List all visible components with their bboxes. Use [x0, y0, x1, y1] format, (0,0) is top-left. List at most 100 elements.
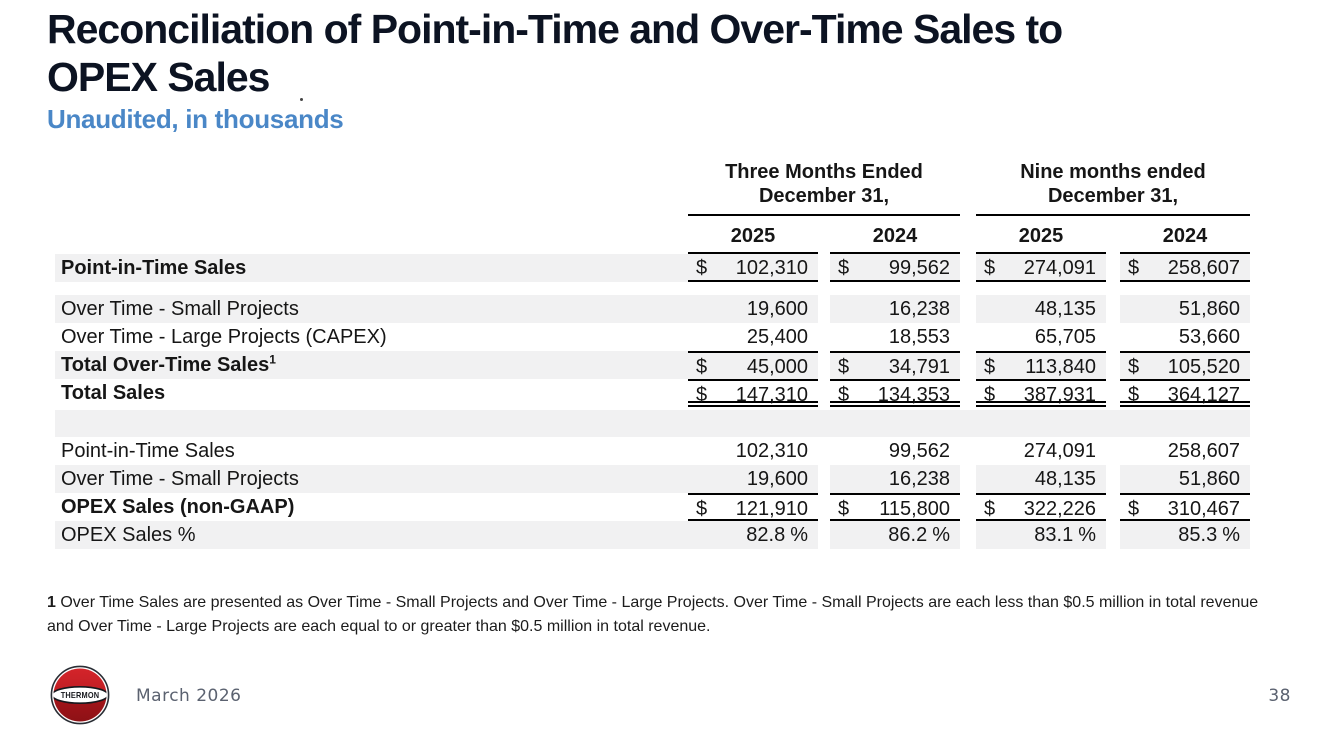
footnote-text: Over Time Sales are presented as Over Ti…: [47, 594, 1259, 635]
page-subtitle: Unaudited, in thousands: [47, 104, 344, 134]
table-row: OPEX Sales % 82.8% 86.2% 83.1% 85.3%: [55, 520, 1250, 549]
row-label-text: Point-in-Time Sales: [61, 439, 235, 462]
reconciliation-table: Three Months Ended December 31, Nine mon…: [55, 160, 1250, 549]
value-cell: 65,705: [976, 323, 1106, 351]
cell-value: 45,000: [746, 355, 808, 378]
dollar-sign: $: [696, 355, 708, 378]
cell-value: 25,400: [746, 325, 808, 348]
value-cell: $115,800: [830, 492, 960, 521]
group-label-line: Nine months ended: [1020, 161, 1206, 183]
value-cell: $134,353: [830, 378, 960, 407]
footnote-reference: 1: [269, 352, 276, 367]
value-cell: 85.3%: [1120, 520, 1250, 549]
cell-value: 258,607: [1167, 439, 1240, 462]
table-row: Total Sales $147,310 $134,353 $387,931 $364,…: [55, 378, 1250, 407]
cell-value: 18,553: [888, 325, 950, 348]
cell-value: 322,226: [1023, 497, 1096, 520]
dollar-sign: $: [838, 256, 850, 279]
value-cell: 51,860: [1120, 464, 1250, 493]
dollar-sign: $: [696, 497, 708, 520]
table-row: Total Over-Time Sales1 $45,000 $34,791 $113…: [55, 350, 1250, 379]
dollar-sign: $: [1128, 256, 1140, 279]
row-label: Over Time - Small Projects: [55, 294, 688, 323]
cell-value: 134,353: [877, 383, 950, 406]
header-spacer: [55, 160, 688, 216]
row-label: Point-in-Time Sales: [55, 253, 688, 282]
group-label-line: December 31,: [758, 185, 890, 208]
cell-value: 48,135: [1034, 467, 1096, 490]
value-cell: 16,238: [830, 464, 960, 493]
value-cell: $387,931: [976, 378, 1106, 407]
dollar-sign: $: [984, 355, 996, 378]
cell-value: 65,705: [1034, 325, 1096, 348]
cell-value: 274,091: [1023, 439, 1096, 462]
dollar-sign: $: [1128, 355, 1140, 378]
table-body: Point-in-Time Sales $102,310 $99,562 $274,0…: [55, 253, 1250, 549]
cell-value: 274,091: [1023, 256, 1096, 279]
value-cell: 86.2%: [830, 520, 960, 549]
cell-value: 51,860: [1178, 467, 1240, 490]
row-label-text: Total Over-Time Sales: [61, 353, 270, 376]
cell-value: 102,310: [735, 439, 808, 462]
dollar-sign: $: [984, 497, 996, 520]
cell-value: 19,600: [746, 297, 808, 320]
cell-value: 113,840: [1025, 355, 1096, 378]
row-label-text: Total Sales: [61, 381, 166, 404]
table-row: Over Time - Small Projects 19,600 16,238 48…: [55, 464, 1250, 493]
cell-value: 16,238: [888, 297, 950, 320]
group-label-line: Three Months Ended: [725, 161, 923, 183]
row-label-text: Over Time - Small Projects: [61, 297, 299, 320]
percent-sign: %: [1078, 523, 1096, 546]
cell-value: 105,520: [1167, 355, 1240, 378]
percent-sign: %: [790, 523, 808, 546]
value-cell: $102,310: [688, 253, 818, 282]
value-cell: 274,091: [976, 437, 1106, 465]
value-cell: 19,600: [688, 464, 818, 493]
value-cell: $258,607: [1120, 253, 1250, 282]
row-label: OPEX Sales (non-GAAP): [55, 493, 688, 521]
group-label-line: December 31,: [1047, 185, 1179, 208]
dollar-sign: $: [838, 355, 850, 378]
row-label: Over Time - Large Projects (CAPEX): [55, 323, 688, 351]
value-cell: 83.1%: [976, 520, 1106, 549]
percent-sign: %: [932, 523, 950, 546]
cell-value: 51,860: [1178, 297, 1240, 320]
year-header-2024: 2024: [1120, 222, 1250, 254]
cell-value: 86.2: [888, 523, 928, 546]
year-header-2025: 2025: [976, 222, 1106, 254]
page-title: Reconciliation of Point-in-Time and Over…: [47, 6, 1307, 102]
dollar-sign: $: [1128, 497, 1140, 520]
cell-value: 16,238: [888, 467, 950, 490]
year-row-spacer: [55, 222, 688, 254]
column-group-three-months: Three Months Ended December 31,: [688, 160, 960, 216]
value-cell: 48,135: [976, 464, 1106, 493]
value-cell: $113,840: [976, 350, 1106, 379]
value-cell: $310,467: [1120, 492, 1250, 521]
dollar-sign: $: [1128, 383, 1140, 406]
table-year-row: 2025 2024 2025 2024: [55, 222, 1250, 254]
value-cell: $45,000: [688, 350, 818, 379]
cell-value: 82.8: [746, 523, 786, 546]
dollar-sign: $: [696, 256, 708, 279]
cell-value: 83.1: [1034, 523, 1074, 546]
stray-dot: [300, 98, 303, 101]
cell-value: 258,607: [1167, 256, 1240, 279]
cell-value: 387,931: [1023, 383, 1096, 406]
table-row: OPEX Sales (non-GAAP) $121,910 $115,800 $32…: [55, 492, 1250, 521]
cell-value: 115,800: [879, 497, 950, 520]
table-row: Point-in-Time Sales 102,310 99,562 274,091 2…: [55, 437, 1250, 465]
value-cell: 82.8%: [688, 520, 818, 549]
cell-value: 121,910: [735, 497, 808, 520]
footnote: 1 Over Time Sales are presented as Over …: [47, 591, 1272, 639]
value-cell: $99,562: [830, 253, 960, 282]
cell-value: 147,310: [735, 383, 808, 406]
year-header-2024: 2024: [830, 222, 960, 254]
year-header-2025: 2025: [688, 222, 818, 254]
row-label: Point-in-Time Sales: [55, 437, 688, 465]
value-cell: $121,910: [688, 492, 818, 521]
row-label-text: OPEX Sales (non-GAAP): [61, 495, 295, 518]
page-number: 38: [1268, 686, 1291, 706]
dollar-sign: $: [984, 383, 996, 406]
row-label-text: OPEX Sales %: [61, 523, 196, 546]
cell-value: 102,310: [735, 256, 808, 279]
